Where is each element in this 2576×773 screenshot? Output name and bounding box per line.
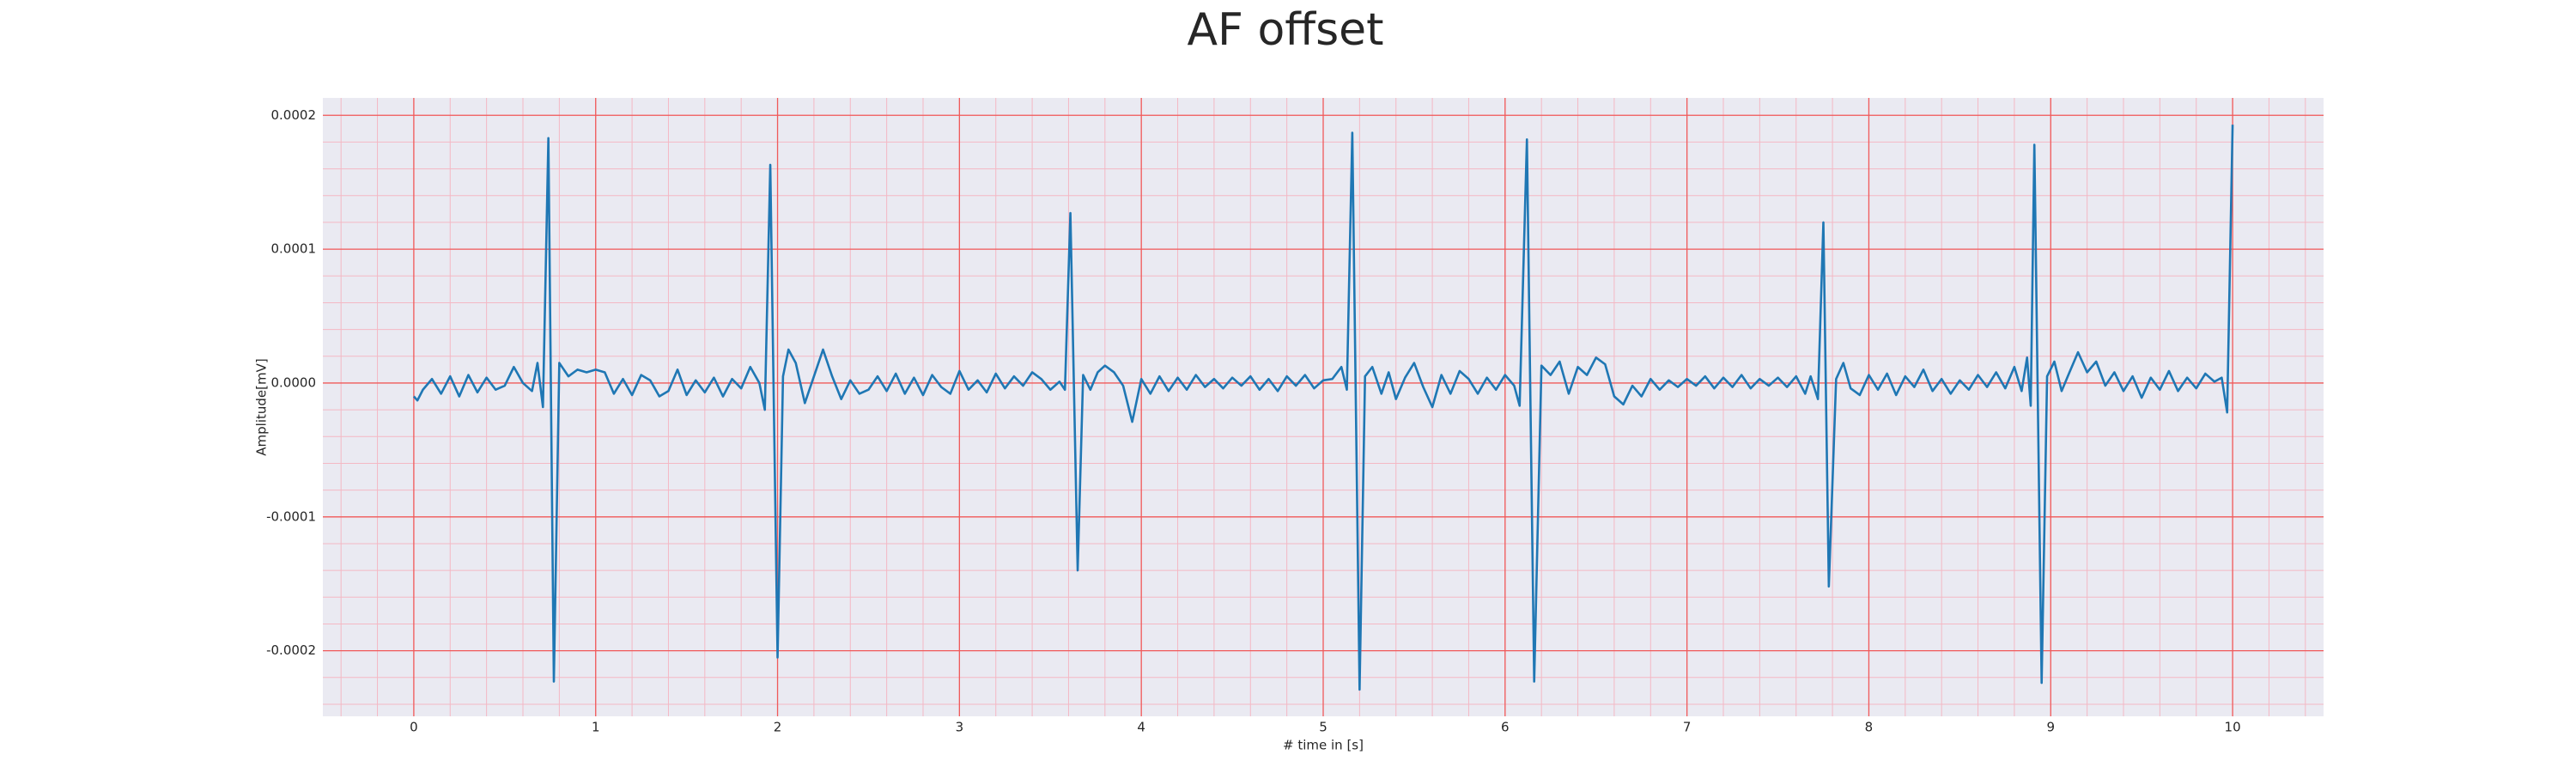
y-tick-label: 0.0001 [271,241,317,257]
x-tick-label: 1 [592,720,600,735]
x-tick-label: 3 [956,720,964,735]
y-tick-label: 0.0000 [271,374,317,390]
x-tick-label: 7 [1683,720,1692,735]
x-tick-label: 2 [774,720,782,735]
x-axis-label: # time in [s] [1283,738,1364,753]
y-tick-label: 0.0002 [271,107,317,123]
x-tick-label: 10 [2225,720,2241,735]
signal-line [412,125,2234,691]
x-tick-label: 9 [2046,720,2055,735]
x-tick-label: 6 [1501,720,1510,735]
x-tick-label: 8 [1865,720,1874,735]
y-axis-label: Amplitude[mV] [254,358,270,455]
y-tick-label: -0.0002 [266,642,316,658]
x-tick-label: 5 [1319,720,1327,735]
x-tick-label: 4 [1137,720,1145,735]
chart-title: AF offset [1187,4,1383,56]
y-tick-label: -0.0001 [266,508,316,524]
x-tick-label: 0 [410,720,418,735]
